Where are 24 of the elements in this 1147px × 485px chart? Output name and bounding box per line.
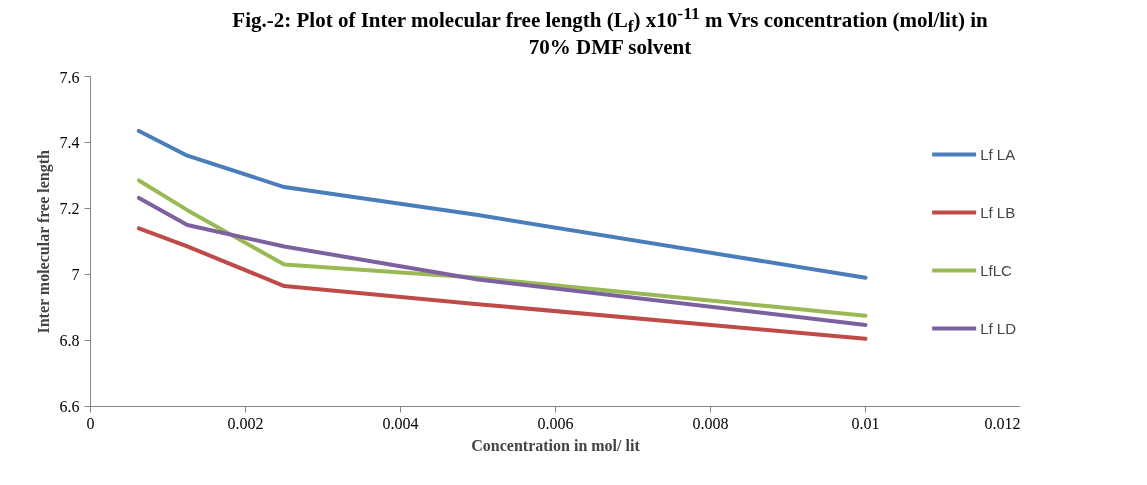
y-tick-label: 6.8 (59, 332, 80, 349)
y-tick-label: 7 (71, 266, 80, 283)
y-axis-title: Inter molecular free length (34, 149, 53, 334)
x-axis-title: Concentration in mol/ lit (471, 436, 641, 454)
line-series (136, 128, 868, 280)
y-tick-label: 7.2 (59, 200, 80, 217)
x-tick-label: 0.008 (692, 414, 729, 432)
x-tick-label: 0.002 (227, 414, 264, 432)
legend-label: Lf LA (980, 145, 1016, 163)
y-tick-label: 7.6 (59, 68, 80, 86)
legend-label: LfLC (980, 261, 1012, 279)
x-tick-label: 0.004 (382, 414, 419, 432)
legend-label: Lf LD (980, 319, 1016, 337)
line-series (136, 226, 868, 341)
x-tick-label: 0.012 (984, 414, 1021, 432)
y-tick-label: 6.6 (59, 398, 80, 415)
line-series (136, 195, 868, 327)
x-tick-label: 0.01 (851, 414, 880, 432)
x-tick-label: 0 (86, 414, 95, 432)
legend-label: Lf LB (980, 203, 1016, 221)
chart-title: Fig.-2: Plot of Inter molecular free length (L$_{f}$) x10$^{-11}$ m Vrs concentration (mol/lit) in 70% DMF solvent (231, 3, 989, 60)
y-tick-label: 7.4 (59, 134, 80, 151)
x-tick-label: 0.006 (537, 414, 574, 432)
line-series (136, 178, 868, 318)
